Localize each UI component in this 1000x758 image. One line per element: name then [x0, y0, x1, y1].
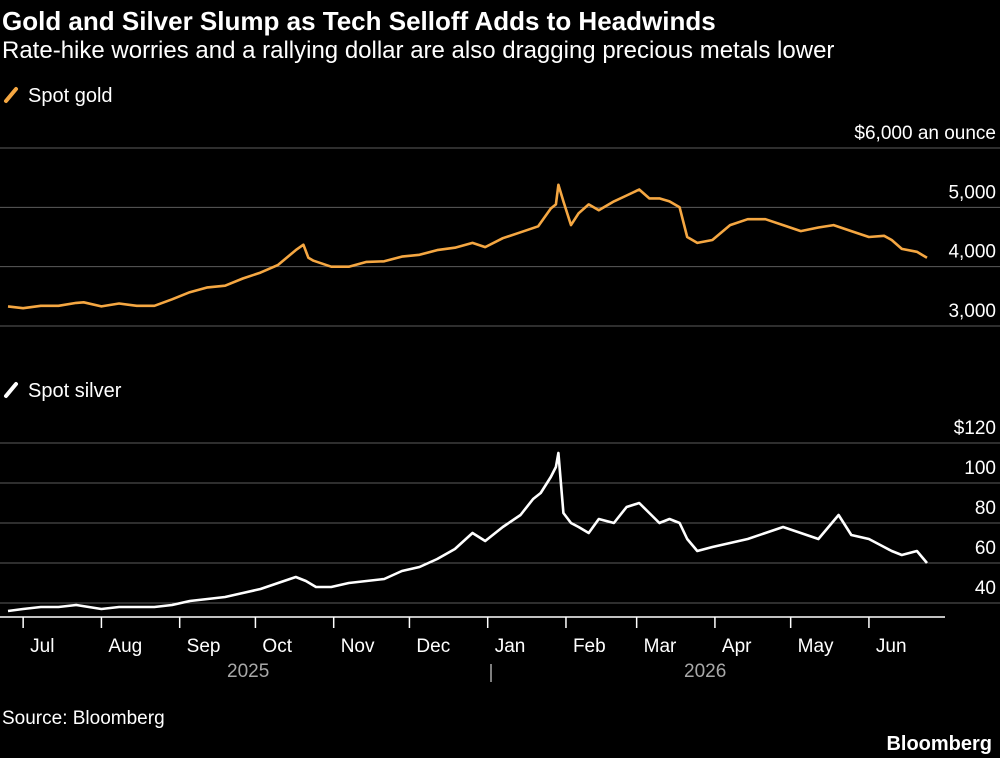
- source-note: Source: Bloomberg: [2, 708, 165, 729]
- gold-legend-label: Spot gold: [28, 85, 113, 107]
- chart-canvas: Spot gold $6,000 an ounce 5,000 4,000 3,000…: [0, 85, 1000, 682]
- gold-y-tick-label: 3,000: [948, 301, 996, 322]
- silver-y-tick-label: 100: [964, 458, 996, 479]
- silver-y-tick-label: $120: [954, 418, 996, 439]
- gold-y-tick-labels: $6,000 an ounce 5,000 4,000 3,000: [854, 123, 996, 322]
- x-tick-label-apr: Apr: [722, 636, 752, 657]
- gold-series-line: [7, 183, 928, 310]
- silver-y-tick-label: 80: [975, 498, 996, 519]
- bloomberg-logo: Bloomberg: [886, 733, 992, 755]
- x-year-label-2026: 2026: [684, 661, 726, 682]
- x-tick-label-oct: Oct: [262, 636, 292, 657]
- x-tick-label-aug: Aug: [108, 636, 142, 657]
- gold-legend-swatch: [4, 87, 18, 103]
- x-tick-label-jan: Jan: [495, 636, 526, 657]
- gold-gridlines: [0, 147, 1000, 327]
- x-tick-label-mar: Mar: [644, 636, 677, 657]
- silver-y-tick-label: 40: [975, 578, 996, 599]
- x-tick-label-dec: Dec: [416, 636, 450, 657]
- gold-panel: Spot gold $6,000 an ounce 5,000 4,000 3,000: [0, 85, 1000, 327]
- x-tick-label-sep: Sep: [187, 636, 221, 657]
- gold-y-tick-label: 4,000: [948, 242, 996, 263]
- silver-legend-label: Spot silver: [28, 380, 122, 402]
- x-tick-label-may: May: [798, 636, 834, 657]
- gold-y-tick-label: $6,000 an ounce: [854, 123, 996, 144]
- x-tick-label-jun: Jun: [876, 636, 907, 657]
- silver-y-tick-labels: $120 100 80 60 40: [954, 418, 996, 599]
- silver-legend-swatch: [4, 382, 18, 398]
- x-tick-label-jul: Jul: [30, 636, 54, 657]
- silver-y-tick-label: 60: [975, 538, 996, 559]
- chart-title: Gold and Silver Slump as Tech Selloff Ad…: [2, 6, 716, 36]
- silver-series-line: [7, 451, 928, 613]
- x-tick-label-feb: Feb: [573, 636, 606, 657]
- x-tick-label-nov: Nov: [341, 636, 375, 657]
- x-year-label-2025: 2025: [227, 661, 269, 682]
- x-axis: Jul Aug Sep Oct Nov Dec Jan Feb Mar Apr May Jun 2025…: [0, 616, 945, 682]
- silver-panel: Spot silver $120 100 80 60 40: [0, 380, 1000, 613]
- chart-subtitle: Rate-hike worries and a rallying dollar …: [2, 37, 835, 64]
- silver-gridlines: [0, 442, 1000, 604]
- gold-y-tick-label: 5,000: [948, 182, 996, 203]
